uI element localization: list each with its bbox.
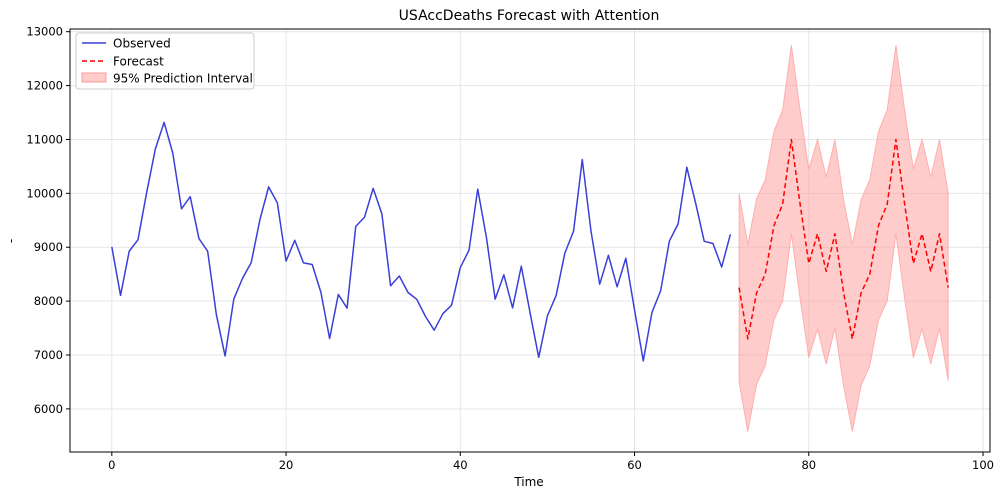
legend: Observed Forecast 95% Prediction Interva… (75, 32, 255, 90)
legend-label-forecast: Forecast (113, 55, 164, 69)
forecast-line (738, 138, 949, 340)
y-tick-label: 9000 (34, 240, 63, 254)
legend-swatch-interval (81, 72, 107, 83)
y-tick-label: 8000 (34, 294, 63, 308)
y-tick-label: 7000 (34, 348, 63, 362)
legend-label-observed: Observed (113, 37, 171, 51)
plot-frame (69, 28, 991, 453)
x-tick-label: 20 (279, 458, 294, 472)
x-tick-label: 80 (801, 458, 816, 472)
y-axis-ticks: 6000 7000 8000 9000 10000 11000 12000 13000 (26, 25, 70, 416)
x-tick-label: 0 (108, 458, 115, 472)
x-axis-ticks: 0 20 40 60 80 100 (108, 452, 994, 472)
y-tick-label: 13000 (26, 25, 63, 39)
x-tick-label: 60 (627, 458, 642, 472)
x-tick-label: 100 (972, 458, 994, 472)
series-lines (111, 121, 949, 362)
y-tick-label: 6000 (34, 402, 63, 416)
x-tick-label: 40 (453, 458, 468, 472)
x-axis-label: Time (513, 475, 543, 489)
y-tick-label: 10000 (26, 186, 63, 200)
y-tick-label: 12000 (26, 79, 63, 93)
chart-title: USAccDeaths Forecast with Attention (399, 8, 660, 24)
legend-box (75, 32, 255, 90)
legend-label-interval: 95% Prediction Interval (113, 72, 253, 86)
y-tick-label: 11000 (26, 132, 63, 146)
y-axis-label: - (4, 239, 18, 243)
observed-line (111, 121, 732, 362)
